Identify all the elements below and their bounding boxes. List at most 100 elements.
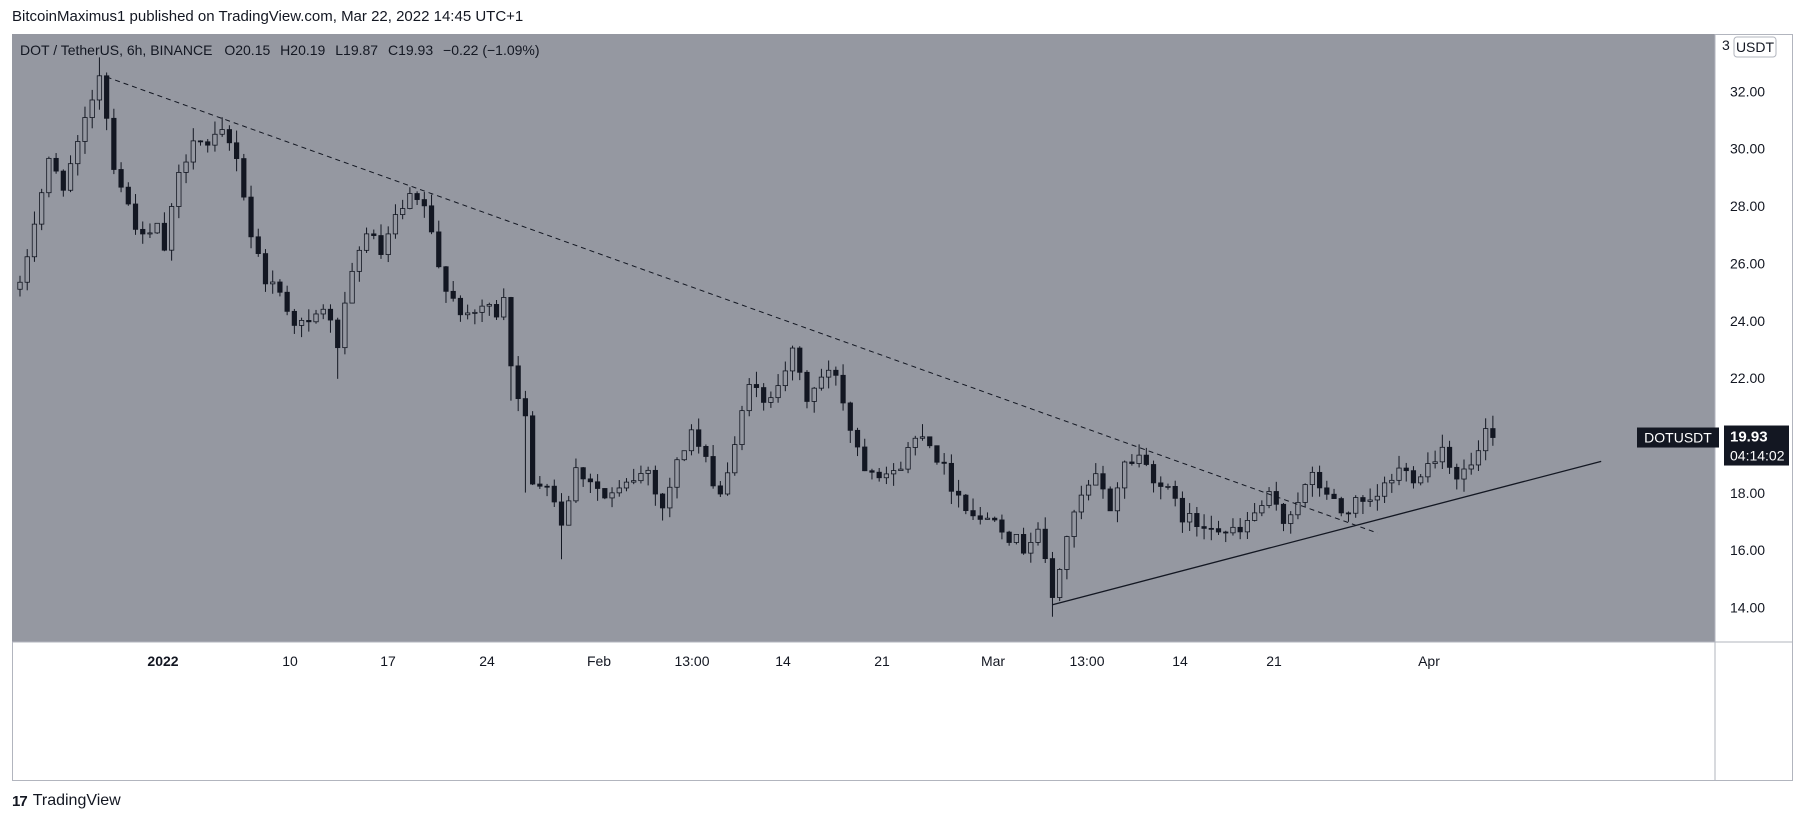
- candle: [1302, 483, 1308, 508]
- candle-body: [1432, 461, 1438, 464]
- candle-body: [1367, 499, 1373, 502]
- candle: [623, 478, 630, 492]
- candle-body: [39, 192, 45, 225]
- candle-body: [753, 384, 760, 388]
- price-chart[interactable]: 14.0016.0018.0020.0022.0024.0026.0028.00…: [12, 34, 1793, 781]
- candle: [688, 424, 695, 456]
- candle-body: [414, 193, 420, 200]
- candle-body: [515, 365, 521, 400]
- candle: [638, 465, 644, 484]
- candle-body: [1150, 464, 1157, 484]
- candle: [544, 483, 550, 497]
- close-value: 19.93: [398, 42, 433, 58]
- tradingview-footer[interactable]: 17 TradingView: [12, 792, 121, 810]
- candle: [1461, 459, 1467, 492]
- candle: [407, 187, 413, 210]
- candle: [609, 487, 615, 508]
- candle: [501, 288, 507, 321]
- candle: [1410, 466, 1417, 489]
- candle-body: [681, 450, 687, 461]
- candle: [400, 199, 406, 220]
- candle: [363, 227, 370, 253]
- candle: [306, 309, 312, 332]
- candle: [183, 154, 189, 184]
- candle-body: [1468, 464, 1474, 470]
- candle: [530, 411, 536, 486]
- candle-body: [24, 256, 30, 283]
- candle-body: [876, 471, 882, 479]
- candle-body: [1309, 471, 1315, 485]
- y-tick-label: 22.00: [1730, 370, 1765, 386]
- ascending-trendline[interactable]: [1052, 460, 1602, 606]
- candle-body: [335, 319, 341, 349]
- candle-body: [1158, 482, 1164, 487]
- descending-trendline[interactable]: [106, 76, 1378, 534]
- candle: [1425, 452, 1431, 483]
- candle-body: [436, 231, 442, 268]
- candle: [854, 427, 861, 457]
- price-badge: DOTUSDT 19.93 04:14:02: [1637, 425, 1789, 466]
- candle-body: [1302, 484, 1308, 503]
- candle: [761, 383, 767, 411]
- candle: [898, 461, 904, 471]
- candle-body: [847, 402, 853, 431]
- candle-body: [89, 99, 95, 118]
- candle-body: [1446, 446, 1453, 468]
- candle-body: [587, 478, 593, 483]
- candle-body: [255, 236, 261, 254]
- candle: [1432, 450, 1438, 469]
- candle: [1418, 474, 1424, 486]
- candle: [782, 361, 788, 392]
- plot-area[interactable]: [12, 34, 1715, 642]
- candle-body: [1143, 454, 1149, 465]
- candle: [724, 462, 731, 496]
- time-axis[interactable]: 2022 10 17 24 Feb 13:00 14 21 Mar 13:00 14 21 Apr: [147, 653, 1440, 669]
- candle: [284, 285, 290, 316]
- candle: [797, 346, 803, 381]
- candle: [118, 162, 124, 193]
- candle-body: [277, 281, 283, 293]
- candle: [450, 281, 456, 302]
- candle-body: [407, 193, 413, 209]
- candle-body: [363, 233, 370, 251]
- candle-body: [1252, 512, 1258, 521]
- candle-body: [1035, 528, 1041, 543]
- candle-body: [898, 468, 904, 471]
- candle: [1187, 503, 1193, 531]
- candle: [1403, 462, 1409, 482]
- candle: [320, 304, 326, 320]
- candle: [768, 391, 774, 408]
- candle: [551, 479, 557, 507]
- candle: [197, 140, 204, 146]
- candle: [1396, 455, 1402, 486]
- candle-body: [428, 205, 435, 233]
- symbol-legend[interactable]: DOT / TetherUS, 6h, BINANCE O20.15 H20.1…: [20, 42, 540, 58]
- candle-body: [1280, 503, 1287, 524]
- candle: [1150, 460, 1157, 493]
- price-axis[interactable]: 14.0016.0018.0020.0022.0024.0026.0028.00…: [1730, 83, 1765, 615]
- candle-body: [378, 235, 384, 255]
- candle-body: [717, 485, 723, 495]
- candle: [255, 228, 261, 257]
- candle-body: [1396, 467, 1402, 481]
- low-value: 19.87: [343, 42, 378, 58]
- candle: [537, 476, 543, 489]
- currency-button[interactable]: USDT: [1733, 36, 1777, 58]
- candle: [1454, 463, 1460, 490]
- candle: [371, 229, 377, 240]
- candle-body: [1042, 528, 1048, 560]
- candle-body: [31, 223, 38, 258]
- candle: [349, 262, 355, 304]
- candle-body: [313, 313, 319, 323]
- candle-body: [595, 481, 601, 489]
- candle-body: [1324, 487, 1330, 495]
- currency-label: USDT: [1736, 39, 1775, 55]
- candle: [465, 304, 471, 320]
- candle-body: [1136, 454, 1142, 464]
- candle: [963, 494, 969, 515]
- candle-body: [970, 510, 976, 517]
- candle: [927, 436, 933, 449]
- candle-body: [400, 208, 406, 215]
- candle-body: [1194, 513, 1200, 527]
- candle-body: [840, 374, 846, 404]
